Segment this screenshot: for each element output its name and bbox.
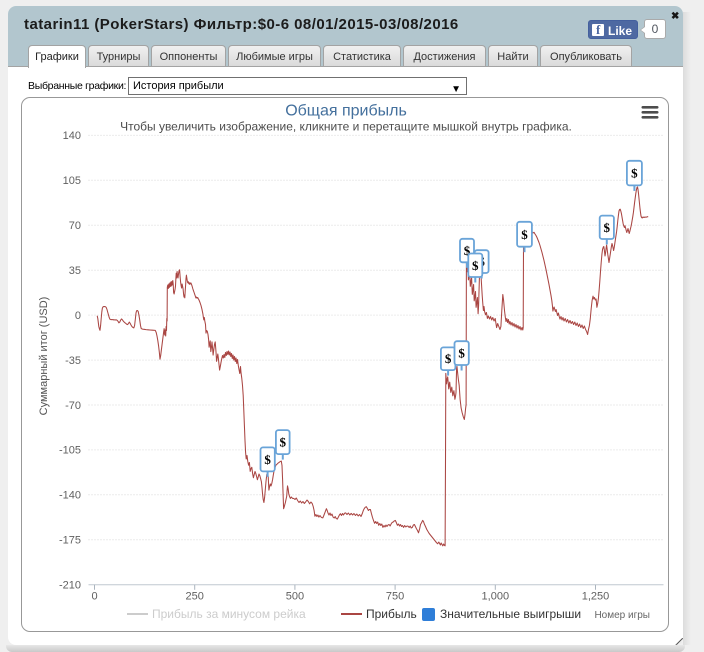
svg-text:0: 0 — [75, 310, 81, 322]
svg-text:500: 500 — [286, 591, 304, 603]
svg-text:Прибыль: Прибыль — [366, 607, 417, 621]
svg-text:-175: -175 — [59, 535, 81, 547]
svg-text:-35: -35 — [65, 355, 81, 367]
svg-text:Номер игры: Номер игры — [594, 610, 650, 621]
svg-text:$: $ — [458, 346, 465, 361]
svg-text:1,250: 1,250 — [582, 591, 610, 603]
svg-text:$: $ — [604, 220, 611, 235]
svg-text:140: 140 — [63, 130, 81, 142]
svg-text:$: $ — [464, 243, 471, 258]
svg-text:$: $ — [472, 258, 479, 273]
svg-text:-70: -70 — [65, 400, 81, 412]
svg-text:35: 35 — [69, 265, 81, 277]
svg-text:1,000: 1,000 — [482, 591, 510, 603]
svg-text:Чтобы увеличить изображение, к: Чтобы увеличить изображение, кликните и … — [120, 120, 572, 134]
svg-text:$: $ — [264, 452, 271, 467]
svg-text:Суммарный итог (USD): Суммарный итог (USD) — [38, 297, 50, 416]
svg-text:70: 70 — [69, 220, 81, 232]
svg-text:$: $ — [521, 227, 528, 242]
svg-text:-210: -210 — [59, 580, 81, 592]
svg-text:$: $ — [445, 351, 452, 366]
svg-text:$: $ — [631, 166, 638, 181]
svg-text:750: 750 — [386, 591, 404, 603]
svg-text:-105: -105 — [59, 445, 81, 457]
svg-text:-140: -140 — [59, 490, 81, 502]
svg-text:105: 105 — [63, 175, 81, 187]
svg-text:$: $ — [280, 435, 287, 450]
svg-text:Прибыль за минусом рейка: Прибыль за минусом рейка — [152, 607, 306, 621]
svg-text:Общая прибыль: Общая прибыль — [285, 103, 407, 120]
svg-text:0: 0 — [91, 591, 97, 603]
svg-text:250: 250 — [186, 591, 204, 603]
svg-text:Значительные выигрыши: Значительные выигрыши — [440, 607, 581, 621]
